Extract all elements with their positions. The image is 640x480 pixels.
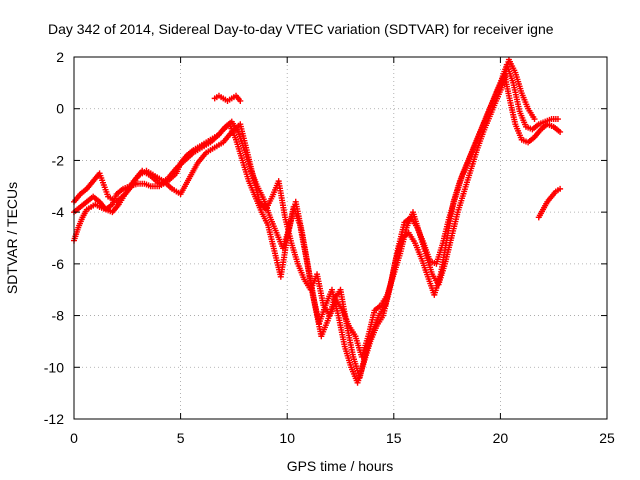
x-tick-label: 20: [493, 430, 509, 446]
y-tick-label: 0: [56, 101, 64, 117]
y-tick-label: -8: [52, 308, 65, 324]
x-axis-label: GPS time / hours: [287, 458, 394, 474]
data-point: [557, 185, 564, 192]
plot-frame: [73, 56, 608, 420]
x-tick-labels: 0 5 10 15 20 25: [70, 430, 615, 446]
x-tick-label: 10: [279, 430, 295, 446]
x-tick-label: 5: [177, 430, 185, 446]
chart-title: Day 342 of 2014, Sidereal Day-to-day VTE…: [48, 21, 554, 37]
x-tick-label: 15: [386, 430, 402, 446]
y-tick-label: 2: [56, 49, 64, 65]
y-tick-label: -12: [44, 411, 64, 427]
data-point: [531, 116, 538, 123]
y-tick-labels: 2 0 -2 -4 -6 -8 -10 -12: [44, 49, 64, 427]
y-tick-label: -4: [52, 204, 65, 220]
y-tick-label: -6: [52, 256, 65, 272]
x-tick-label: 25: [599, 430, 615, 446]
data-points: [71, 56, 564, 386]
x-tick-label: 0: [70, 430, 78, 446]
data-point: [557, 128, 564, 135]
data-point: [237, 97, 244, 104]
data-point: [554, 116, 561, 123]
y-tick-label: -10: [44, 359, 64, 375]
axis-ticks: [73, 56, 608, 420]
y-tick-label: -2: [52, 152, 65, 168]
y-axis-label: SDTVAR / TECUs: [4, 182, 20, 294]
